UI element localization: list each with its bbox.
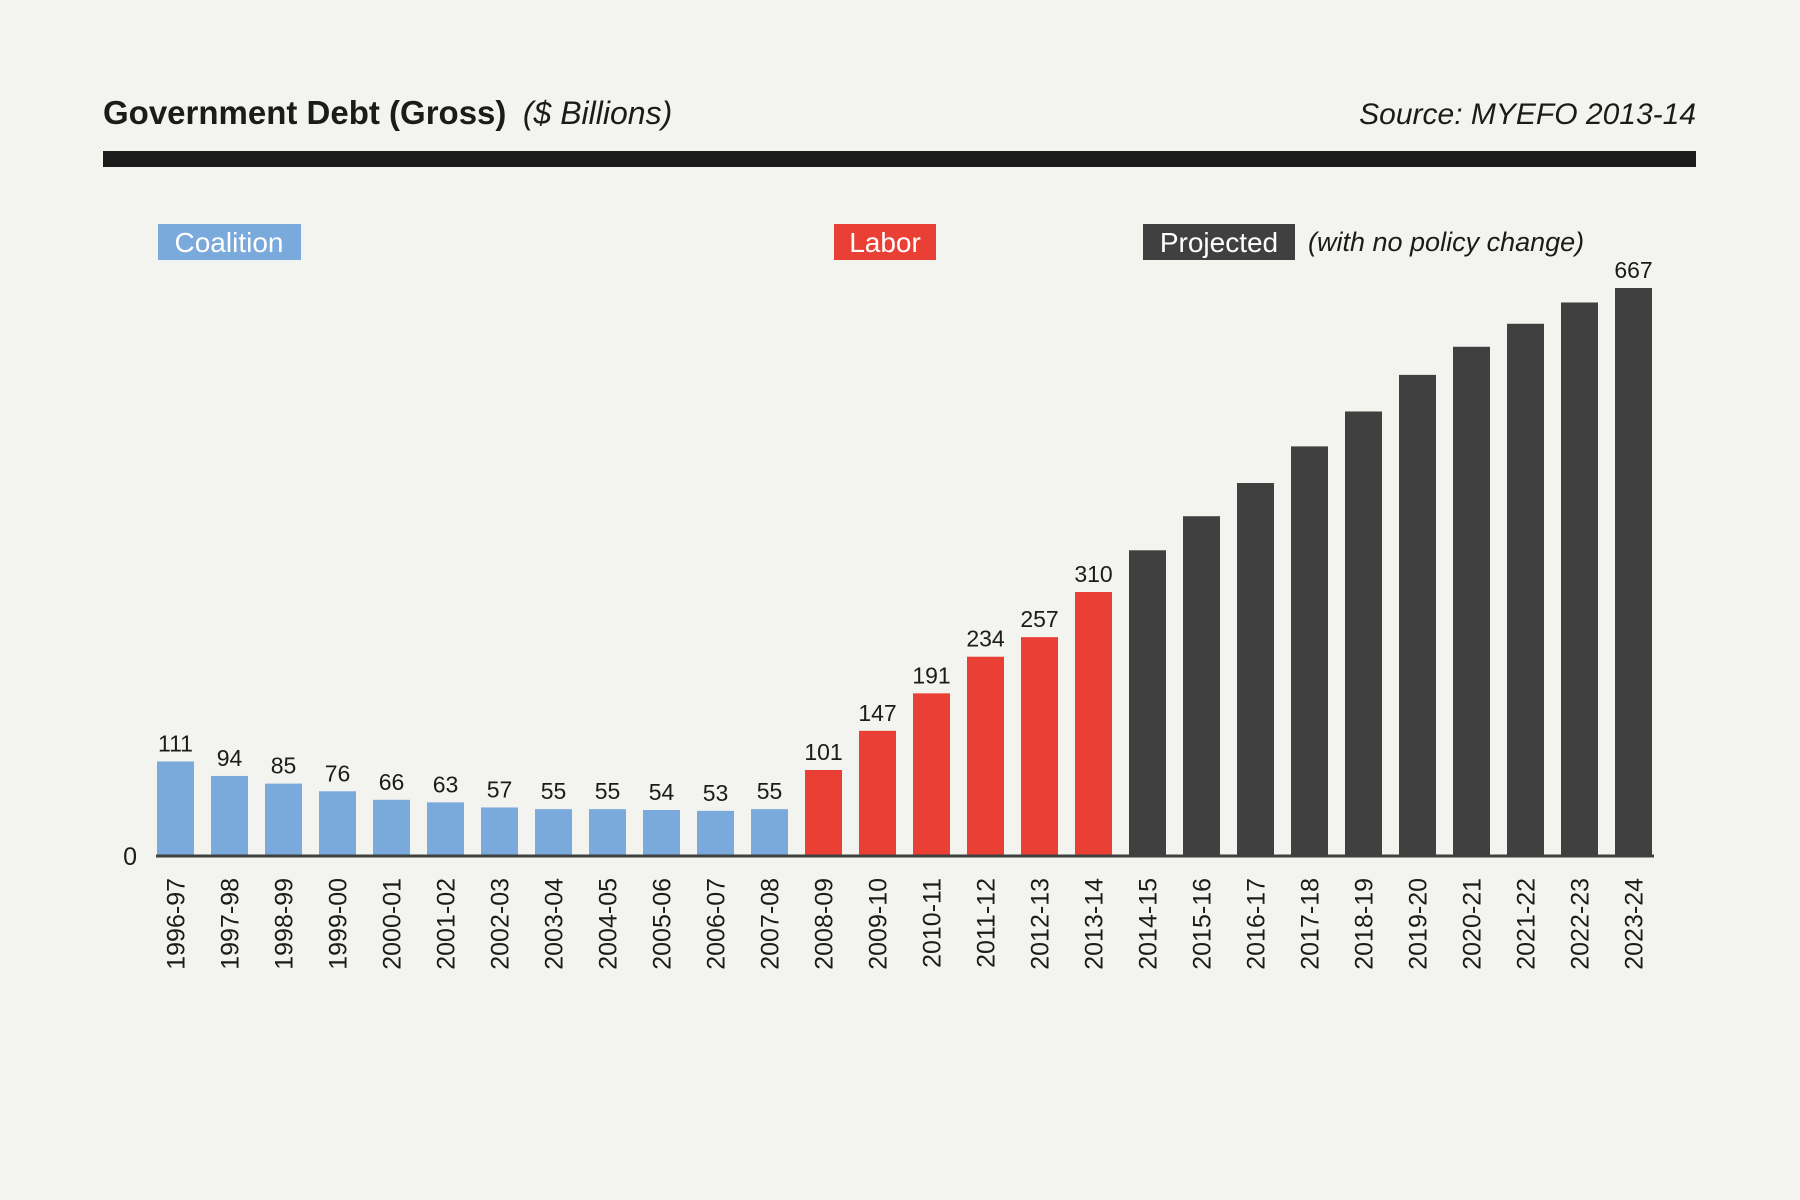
tick-label-2000-01: 2000-01 [379, 878, 407, 970]
value-label-2001-02: 63 [433, 771, 459, 797]
bar-2013-14 [1075, 592, 1112, 856]
value-label-2000-01: 66 [379, 769, 405, 795]
chart-title: Government Debt (Gross) ($ Billions) [103, 94, 672, 131]
tick-label-2022-23: 2022-23 [1567, 878, 1595, 970]
legend-projected-swatch [1143, 224, 1295, 260]
bar-2001-02 [427, 802, 464, 856]
bar-1997-98 [211, 775, 248, 856]
value-label-2012-13: 257 [1020, 606, 1058, 632]
tick-label-2005-06: 2005-06 [649, 878, 677, 970]
value-labels: 111 94 85 76 66 63 57 55 55 54 53 55 101 147 191 234 257… [158, 257, 1653, 806]
tick-label-2013-14: 2013-14 [1081, 878, 1109, 970]
chart-title-main: Government Debt (Gross) [103, 94, 506, 131]
tick-label-2002-03: 2002-03 [487, 878, 515, 970]
bar-2022-23 [1561, 302, 1598, 856]
bar-2010-11 [913, 693, 950, 856]
value-label-2010-11: 191 [912, 662, 950, 688]
value-label-1996-97: 111 [158, 730, 193, 756]
tick-label-2016-17: 2016-17 [1243, 878, 1271, 970]
tick-label-2009-10: 2009-10 [865, 878, 893, 970]
bar-2000-01 [373, 799, 410, 856]
value-label-2008-09: 101 [804, 739, 842, 765]
legend-coalition-swatch [158, 224, 301, 260]
bar-2020-21 [1453, 346, 1490, 856]
tick-label-2017-18: 2017-18 [1297, 878, 1325, 970]
tick-label-2003-04: 2003-04 [541, 878, 569, 970]
tick-label-2021-22: 2021-22 [1513, 878, 1541, 970]
value-label-2023-24: 667 [1614, 257, 1652, 283]
tick-label-1996-97: 1996-97 [163, 878, 191, 970]
bar-2006-07 [697, 810, 734, 856]
bars [157, 288, 1652, 856]
bar-2004-05 [589, 809, 626, 856]
header-rule [103, 151, 1696, 167]
bar-2003-04 [535, 809, 572, 856]
value-label-2011-12: 234 [966, 626, 1005, 652]
value-label-2007-08: 55 [757, 778, 783, 804]
value-label-2005-06: 54 [649, 779, 675, 805]
bar-2011-12 [967, 656, 1004, 856]
tick-label-2012-13: 2012-13 [1027, 878, 1055, 970]
tick-label-2019-20: 2019-20 [1405, 878, 1433, 970]
legend-projected-note: (with no policy change) [1308, 227, 1584, 257]
bar-2017-18 [1291, 446, 1328, 856]
value-label-1997-98: 94 [217, 745, 243, 771]
bar-2016-17 [1237, 483, 1274, 856]
chart-title-unit: ($ Billions) [523, 95, 672, 131]
tick-label-2004-05: 2004-05 [595, 878, 623, 970]
value-label-2006-07: 53 [703, 780, 729, 806]
bar-2023-24 [1615, 288, 1652, 856]
tick-label-2020-21: 2020-21 [1459, 878, 1487, 970]
tick-label-2011-12: 2011-12 [973, 878, 1001, 968]
bar-2012-13 [1021, 637, 1058, 856]
value-label-2003-04: 55 [541, 778, 567, 804]
y-axis-zero-label: 0 [123, 843, 137, 871]
bar-2021-22 [1507, 323, 1544, 856]
value-label-2002-03: 57 [487, 776, 513, 802]
value-label-1999-00: 76 [325, 760, 351, 786]
tick-label-2015-16: 2015-16 [1189, 878, 1217, 970]
tick-label-1997-98: 1997-98 [217, 878, 245, 970]
value-label-2004-05: 55 [595, 778, 621, 804]
bar-2008-09 [805, 769, 842, 856]
bar-2015-16 [1183, 516, 1220, 856]
bar-2007-08 [751, 809, 788, 856]
bar-2019-20 [1399, 374, 1436, 856]
tick-label-1999-00: 1999-00 [325, 878, 353, 970]
bar-1999-00 [319, 791, 356, 856]
value-label-2013-14: 310 [1074, 561, 1112, 587]
legend-labor-swatch [834, 224, 936, 260]
bar-2009-10 [859, 730, 896, 856]
tick-label-2006-07: 2006-07 [703, 878, 731, 970]
bar-2005-06 [643, 810, 680, 856]
tick-label-2007-08: 2007-08 [757, 878, 785, 970]
legend-projected-label: Projected [1160, 227, 1278, 258]
legend-coalition-label: Coalition [175, 227, 284, 258]
legend-labor-label: Labor [849, 227, 921, 258]
tick-label-2010-11: 2010-11 [919, 878, 947, 968]
tick-label-2008-09: 2008-09 [811, 878, 839, 970]
tick-label-2018-19: 2018-19 [1351, 878, 1379, 970]
tick-label-2001-02: 2001-02 [433, 878, 461, 970]
value-label-2009-10: 147 [858, 700, 896, 726]
legend: Coalition Labor Projected (with no polic… [158, 224, 1584, 260]
value-label-1998-99: 85 [271, 753, 297, 779]
bar-1996-97 [157, 761, 194, 856]
bar-1998-99 [265, 783, 302, 856]
bar-2018-19 [1345, 411, 1382, 856]
tick-label-2023-24: 2023-24 [1621, 878, 1649, 970]
bar-2014-15 [1129, 550, 1166, 856]
tick-label-1998-99: 1998-99 [271, 878, 299, 970]
bar-2002-03 [481, 807, 518, 856]
x-axis-tick-labels: 1996-97 1997-98 1998-99 1999-00 2000-01 2001-… [163, 878, 1649, 970]
tick-label-2014-15: 2014-15 [1135, 878, 1163, 970]
chart-source: Source: MYEFO 2013-14 [1359, 98, 1696, 131]
